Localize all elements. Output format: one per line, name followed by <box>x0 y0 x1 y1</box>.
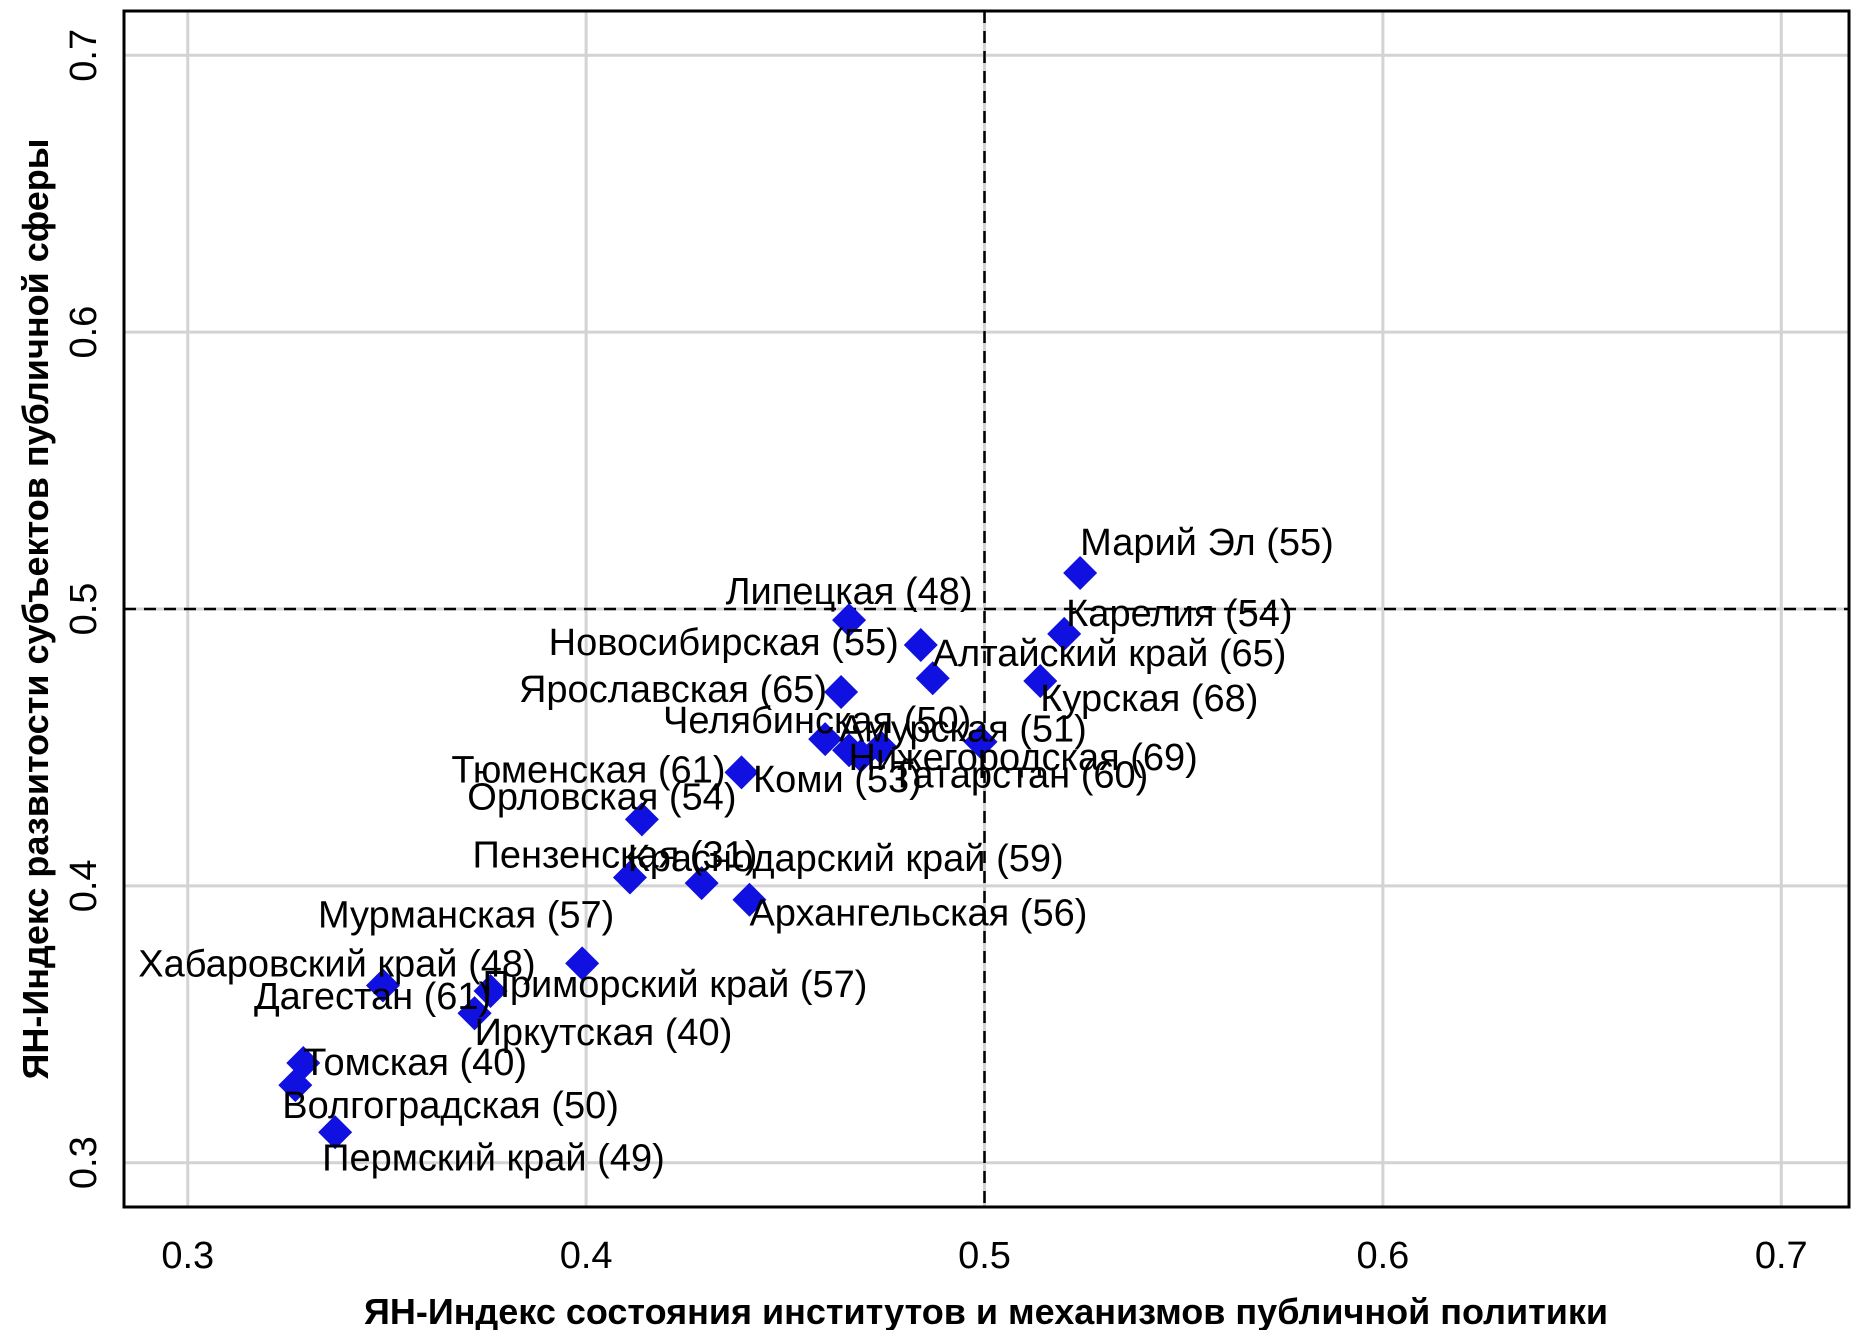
point-label: Иркутская (40) <box>475 1012 733 1054</box>
reference-lines <box>124 11 1849 1207</box>
data-point-marker <box>963 724 998 759</box>
data-point-marker <box>732 882 767 917</box>
data-point-marker <box>1047 616 1082 651</box>
point-labels: Марий Эл (55) Карелия (54)Алтайский край … <box>138 522 1334 1179</box>
data-point-marker <box>612 860 647 895</box>
y-tick-label: 0.7 <box>63 29 105 82</box>
grid-lines <box>124 11 1849 1207</box>
point-label: Ярославская (65) <box>519 669 827 711</box>
data-point-marker <box>808 722 843 757</box>
point-label: Архангельская (56) <box>749 893 1087 935</box>
point-label: Алтайский край (65) <box>933 633 1287 675</box>
data-point-marker <box>903 627 938 662</box>
data-point-marker <box>624 802 659 837</box>
data-point-marker <box>365 968 400 1003</box>
point-label: Пермский край (49) <box>322 1137 665 1179</box>
data-point-marker <box>1063 556 1098 591</box>
point-label: Дагестан (61) <box>254 976 491 1018</box>
x-tick-label: 0.4 <box>560 1235 613 1277</box>
x-tick-label: 0.5 <box>958 1235 1011 1277</box>
data-point-marker <box>473 974 508 1009</box>
data-point-marker <box>278 1068 313 1103</box>
point-label: Краснодарский край (59) <box>628 838 1064 880</box>
point-label: Челябинская (50) <box>663 700 971 742</box>
data-point-marker <box>832 603 867 638</box>
y-tick-label: 0.5 <box>63 583 105 636</box>
x-tick-label: 0.6 <box>1356 1235 1409 1277</box>
data-markers <box>278 556 1098 1150</box>
point-label: Амурская (51) <box>839 708 1087 750</box>
point-label: Новосибирская (55) <box>549 622 899 664</box>
data-point-marker <box>844 738 879 773</box>
y-tick-labels: 0.3 0.4 0.5 0.6 0.7 <box>63 29 105 1189</box>
point-label: Волгоградская (50) <box>282 1085 619 1127</box>
y-tick-label: 0.3 <box>63 1136 105 1189</box>
point-label: Хабаровский край (48) <box>138 944 535 986</box>
point-label: Нижегородская (69) <box>849 737 1198 779</box>
data-point-marker <box>915 661 950 696</box>
y-axis-title: ЯН-Индекс развитости субъектов публичной… <box>15 138 56 1079</box>
point-label: Мурманская (57) <box>318 894 614 936</box>
point-label: Тюменская (61) <box>451 749 725 791</box>
point-label: Липецкая (48) <box>726 571 973 613</box>
point-label: Курская (68) <box>1040 678 1258 720</box>
x-tick-label: 0.3 <box>161 1235 214 1277</box>
data-point-marker <box>565 946 600 981</box>
plot-frame <box>122 9 1851 1209</box>
x-axis-title: ЯН-Индекс состояния институтов и механиз… <box>364 1291 1608 1330</box>
x-tick-labels: 0.3 0.4 0.5 0.6 0.7 <box>161 1235 1807 1277</box>
data-point-marker <box>1023 663 1058 698</box>
data-point-marker <box>824 675 859 710</box>
data-point-marker <box>457 996 492 1031</box>
y-tick-label: 0.6 <box>63 306 105 359</box>
data-point-marker <box>684 866 719 901</box>
y-tick-label: 0.4 <box>63 859 105 912</box>
point-label: Томская (40) <box>303 1042 527 1084</box>
data-point-marker <box>318 1115 353 1150</box>
point-label: Карелия (54) <box>1066 593 1292 635</box>
point-label: Марий Эл (55) <box>1080 522 1334 564</box>
point-label: Орловская (54) <box>467 776 736 818</box>
point-label: Приморский край (57) <box>483 964 868 1006</box>
point-label: Пензенская (31) <box>473 835 758 877</box>
point-label: Татарстан (60) <box>891 755 1148 797</box>
x-tick-label: 0.7 <box>1755 1235 1808 1277</box>
point-label: Коми (53) <box>753 759 922 801</box>
data-point-marker <box>724 755 759 790</box>
